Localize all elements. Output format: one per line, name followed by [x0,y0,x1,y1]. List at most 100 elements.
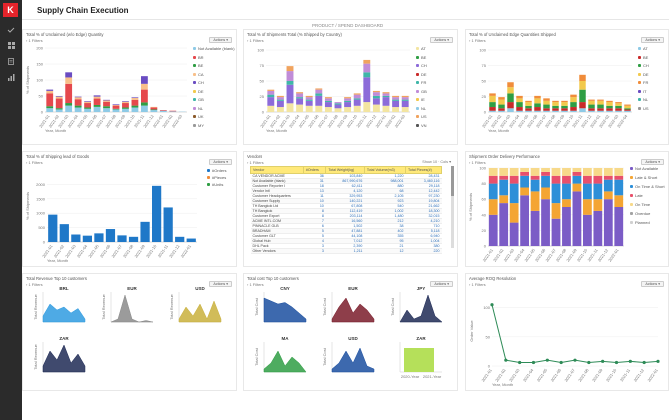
table-row[interactable]: TH Bangkok Ltd 10 67,808 540 21,662 [250,203,442,209]
table-row[interactable]: TH Bangkok 8 112,419 1,002 18,300 [250,208,442,214]
filter-toggle[interactable]: › 1 Filters [247,282,264,287]
legend-item[interactable]: VN [416,123,427,128]
filter-toggle[interactable]: › 1 Filters [26,38,43,43]
actions-button[interactable]: Actions ▾ [641,281,664,287]
y-tick-label: 100 [479,166,486,171]
legend-item[interactable]: Late & Short [630,175,657,180]
brand-logo[interactable]: K [3,3,18,17]
legend-item[interactable]: Not Available (blank) [193,46,235,51]
legend-item[interactable]: #Units [207,182,223,187]
table-row[interactable]: CA VENDOR ACME 36 103,840 1,220 28,431 [250,173,442,179]
legend-item[interactable]: US [638,106,649,111]
legend-item[interactable]: DE [193,89,204,94]
legend-item[interactable]: FR [416,80,426,85]
checkmark-icon[interactable] [6,26,16,33]
legend-item[interactable]: BE [193,63,203,68]
table-row[interactable]: Not Available (blank) 31 867,990,676 988,00… [250,178,442,184]
filter-toggle[interactable]: › 1 Filters [26,160,43,165]
table-row[interactable]: Customer Supply 10 140,221 923 19,804 [250,198,442,204]
table-row[interactable]: Customer GLT 5 44,108 355 6,940 [250,233,442,239]
actions-button[interactable]: Actions ▾ [430,281,453,287]
actions-button[interactable]: Actions ▾ [209,281,232,287]
legend-item[interactable]: Overdue [630,211,650,216]
legend-item[interactable]: CH [193,80,204,85]
grid-icon[interactable] [6,42,16,49]
legend-item[interactable]: IT [638,89,647,94]
table-row[interactable]: DHL Pack 3 2,390 21 380 [250,243,442,249]
actions-button[interactable]: Actions ▾ [209,159,232,165]
actions-button[interactable]: Actions ▾ [641,37,664,43]
legend-item[interactable]: DE [416,72,427,77]
bar-segment [614,207,624,246]
legend-swatch [193,81,196,84]
legend-item[interactable]: DE [638,72,649,77]
legend-item[interactable]: FR [638,80,648,85]
legend-item[interactable]: Late [630,193,643,198]
value-cell: 10 [303,203,326,209]
legend-item[interactable]: MY [193,123,204,128]
bar-segment [489,95,496,103]
table-row[interactable]: Customer Headquarters 11 329,953 2,105 97,23… [250,193,442,199]
column-header[interactable]: Total Pieces(#) [405,166,442,174]
chart-icon[interactable] [6,74,16,81]
table-row[interactable]: ACME INTL.COM 7 16,560 212 4,210 [250,218,442,224]
legend-item[interactable]: NL [416,106,426,111]
legend-item[interactable]: GB [193,97,204,102]
legend-item[interactable]: On Time [630,202,650,207]
bar-segment [614,195,624,207]
filter-toggle[interactable]: › 1 Filters [469,38,486,43]
column-header[interactable]: Total Volume(m3) [363,166,407,174]
bar-segment [353,99,361,106]
table-row[interactable]: BRADHAM 5 47,881 402 5,118 [250,228,442,234]
actions-button[interactable]: Actions ▾ [641,159,664,165]
legend-item[interactable]: US [416,114,427,119]
legend-item[interactable]: #Orders [207,168,226,173]
legend-item[interactable]: Planned [630,220,650,225]
legend-item[interactable]: BE [638,55,648,60]
actions-button[interactable]: Actions ▾ [430,37,453,43]
legend-item[interactable]: CH [416,63,427,68]
chart-edge-quantity: 02550751002021-012021-022021-032021-0420… [479,48,632,133]
legend-item[interactable]: NL [193,106,203,111]
legend-item[interactable]: GB [416,89,427,94]
column-header[interactable]: #Orders [302,166,327,174]
filter-toggle[interactable]: › 1 Filters [247,160,264,165]
actions-button[interactable]: Actions ▾ [209,37,232,43]
legend-item[interactable]: IE [416,97,425,102]
table-row[interactable]: PINNACLE GLB 6 1,502 38 710 [250,223,442,229]
table-row[interactable]: Customer Export 8 203,114 1,480 32,015 [250,213,442,219]
legend-item[interactable]: AT [638,46,648,51]
value-cell: 1,502 [325,223,365,229]
table-row[interactable]: Other Vendors 3 1,211 12 220 [250,248,442,254]
bar-segment [392,95,400,98]
legend-item[interactable]: NL [638,97,648,102]
table-row[interactable]: Vendor Intl 13 4,120 68 12,442 [250,188,442,194]
column-header[interactable]: Vendor [250,166,304,174]
table-tools[interactable]: Show 10 · Cols ▾ [422,160,451,164]
column-header[interactable]: Total Weight(kg) [325,166,365,174]
legend-item[interactable]: On Time & Short [630,184,665,189]
table-row[interactable]: Customer Reporter I 18 62,411 880 29,118 [250,183,442,189]
bar-segment [296,93,304,98]
scrollbar-thumb[interactable] [451,166,454,196]
filter-toggle[interactable]: › 1 Filters [26,282,43,287]
legend-item[interactable]: AT [416,46,426,51]
legend-item[interactable]: BE [416,55,426,60]
filter-toggle[interactable]: › 1 Filters [247,38,264,43]
bar-segment [606,102,613,106]
filter-toggle[interactable]: › 1 Filters [469,282,486,287]
legend-item[interactable]: BR [193,55,204,60]
legend-swatch [416,89,419,93]
y-axis-label: Total Revenue [101,293,106,319]
legend-item[interactable]: CA [193,72,204,77]
legend-item[interactable]: #Pieces [207,175,226,180]
legend-item[interactable]: UK [193,114,204,119]
table-row[interactable]: Global Hub 4 7,012 95 1,004 [250,238,442,244]
legend-item[interactable]: CH [638,63,649,68]
table-scrollbar[interactable] [451,166,454,248]
legend-item[interactable]: Not Available [630,166,658,171]
document-icon[interactable] [6,58,16,65]
panel-title: Shipment Order Delivery Performance [469,154,540,159]
filter-toggle[interactable]: › 1 Filters [469,160,486,165]
bar-segment [324,100,332,103]
